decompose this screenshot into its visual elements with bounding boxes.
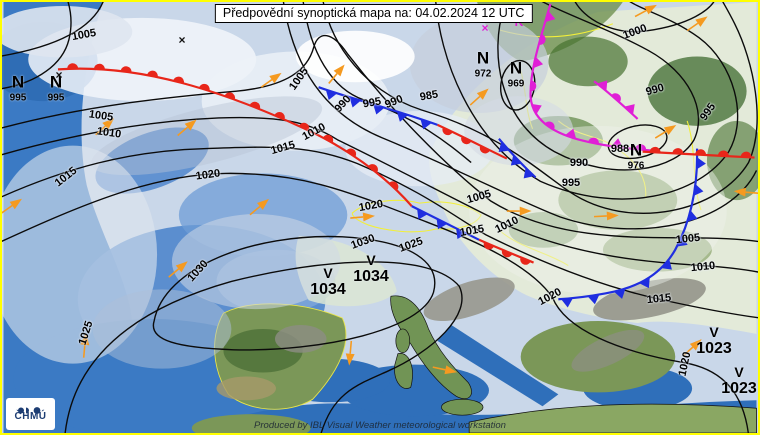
wind-arrow-icon: [345, 340, 355, 366]
warm-front-semicircle: [388, 181, 399, 191]
cold-front-triangle: [561, 298, 573, 308]
warm-front-semicircle: [274, 112, 285, 120]
cold-front: [498, 138, 537, 179]
warm-front-semicircle: [649, 146, 661, 153]
cold-front-triangle: [687, 210, 698, 222]
wind-arrow-icon: [432, 365, 458, 375]
cold-front-triangle: [696, 157, 706, 170]
map-title: Předpovědní synoptická mapa na: 04.02.20…: [214, 4, 533, 23]
chmu-logo-icon: [6, 402, 55, 414]
warm-front-semicircle: [199, 83, 210, 91]
cold-front-triangle: [417, 208, 428, 220]
warm-front-semicircle: [93, 63, 105, 70]
cold-front-triangle: [677, 235, 688, 247]
cold-front-triangle: [661, 259, 672, 270]
wind-arrow-icon: [733, 187, 758, 197]
cold-front-triangle: [396, 111, 409, 122]
warm-front-semicircle: [479, 145, 491, 154]
wind-arrow-icon: [168, 261, 188, 278]
warm-front-semicircle: [298, 122, 310, 131]
wind-arrow-icon: [2, 198, 22, 214]
cold-front-triangle: [545, 10, 556, 23]
warm-front-semicircle: [461, 136, 472, 145]
wind-arrow-icon: [260, 72, 282, 88]
warm-front: [57, 67, 413, 207]
occluded-front: [593, 80, 639, 120]
front-layer: [57, 3, 755, 308]
cold-front-triangle: [523, 167, 535, 179]
cold-front-triangle: [498, 141, 510, 153]
warm-front-semicircle: [520, 257, 531, 265]
warm-front-semicircle: [173, 76, 184, 84]
cold-front-triangle: [531, 103, 542, 115]
cold-front-triangle: [564, 128, 577, 139]
wind-arrow-icon: [654, 124, 677, 139]
credit-line: Produced by IBL Visual Weather meteorolo…: [254, 420, 506, 431]
wind-arrow-icon: [328, 64, 345, 84]
warm-front-semicircle: [717, 150, 729, 157]
cold-front-triangle: [456, 228, 467, 239]
cold-front-triangle: [614, 288, 626, 299]
cold-front-triangle: [349, 97, 361, 108]
warm-front-semicircle: [695, 149, 707, 156]
warm-front-semicircle: [442, 127, 453, 136]
warm-front-semicircle: [530, 80, 537, 92]
warm-front-semicircle: [483, 242, 495, 250]
cold-front-triangle: [420, 118, 432, 130]
cold-front-triangle: [639, 277, 650, 289]
wind-arrow-icon: [177, 119, 197, 137]
cold-front: [558, 148, 699, 301]
warm-front-semicircle: [368, 164, 378, 173]
wind-arrow-icon: [506, 206, 532, 216]
warm-front-semicircle: [501, 249, 513, 258]
cold-front-triangle: [510, 155, 522, 166]
wind-arrow-icon: [634, 4, 657, 18]
warm-front-semicircle: [224, 92, 236, 100]
wind-arrow-icon: [682, 339, 702, 357]
warm-front-semicircle: [538, 34, 546, 45]
front-symbols: [67, 10, 752, 308]
warm-front-semicircle: [544, 121, 555, 130]
cold-front-triangle: [611, 138, 623, 148]
cold-front: [411, 205, 480, 241]
wind-arrow-icon: [95, 118, 115, 136]
warm-front-semicircle: [322, 134, 334, 143]
wind-arrow-icon: [80, 332, 90, 358]
chmu-logo: ČHMÚ: [6, 398, 55, 430]
cold-front-triangle: [597, 80, 608, 91]
warm-front-semicircle: [740, 151, 752, 158]
cold-front-triangle: [533, 56, 544, 69]
cold-front-triangle: [624, 104, 635, 115]
cold-front-triangle: [325, 89, 338, 101]
warm-front-semicircle: [67, 63, 79, 69]
cold-front-triangle: [373, 104, 385, 115]
warm-front-semicircle: [611, 93, 621, 103]
wind-arrow-icon: [469, 88, 489, 106]
wind-arrow-icon: [249, 198, 269, 216]
chmu-logo-text: ČHMÚ: [14, 411, 47, 422]
wind-arrow-icon: [350, 212, 375, 222]
warm-front-semicircle: [346, 148, 357, 158]
wind-arrow-layer: [2, 4, 758, 375]
warm-front-semicircle: [249, 101, 261, 110]
wind-arrow-icon: [686, 16, 708, 32]
warm-front-semicircle: [147, 70, 158, 78]
warm-front-semicircle: [672, 148, 684, 154]
cold-front-triangle: [587, 294, 600, 305]
warm-front-semicircle: [635, 144, 647, 151]
warm-front-semicircle: [120, 66, 132, 73]
cold-front-triangle: [436, 218, 448, 230]
cold-front-triangle: [693, 184, 704, 196]
warm-front-semicircle: [588, 137, 599, 145]
wind-arrow-icon: [593, 211, 619, 221]
